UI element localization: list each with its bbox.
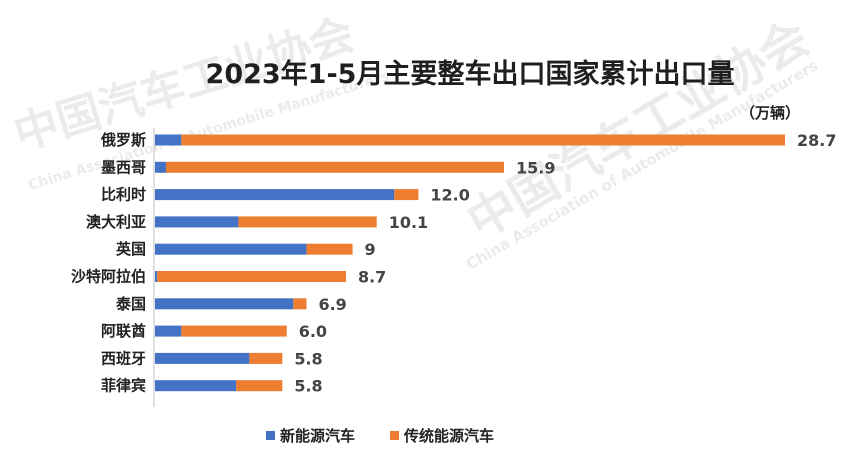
bar-new-energy — [155, 243, 307, 255]
category-label: 墨西哥 — [101, 158, 146, 176]
bar-new-energy — [155, 298, 294, 310]
legend: 新能源汽车 传统能源汽车 — [266, 427, 494, 445]
bar-new-energy — [155, 271, 158, 282]
bar-new-energy — [155, 216, 239, 228]
value-label: 9 — [365, 240, 376, 259]
value-label: 10.1 — [389, 213, 428, 232]
bar-traditional — [306, 243, 353, 255]
category-label: 英国 — [116, 240, 146, 258]
legend-label-new-energy: 新能源汽车 — [280, 427, 355, 445]
bars: 俄罗斯 28.7 墨西哥 15.9 比利时 12.0 澳大利亚 10.1 英国 9 沙特阿拉伯 8.7… — [71, 131, 837, 396]
bar-traditional — [238, 216, 377, 228]
bar-traditional — [249, 352, 283, 364]
value-label: 15.9 — [516, 158, 555, 177]
category-label: 比利时 — [101, 186, 146, 204]
value-label: 5.8 — [294, 349, 322, 368]
chart-title: 2023年1-5月主要整车出口国家累计出口量 — [206, 58, 735, 90]
bar-traditional — [293, 298, 307, 310]
legend-label-traditional: 传统能源汽车 — [403, 427, 494, 445]
category-label: 泰国 — [115, 295, 146, 313]
bar-traditional — [157, 271, 346, 282]
bar-new-energy — [155, 380, 237, 392]
bar-traditional — [394, 189, 419, 201]
bar-traditional — [181, 134, 786, 146]
bar-new-energy — [155, 352, 250, 364]
category-label: 澳大利亚 — [86, 213, 146, 231]
bar-new-energy — [155, 189, 395, 201]
value-label: 12.0 — [430, 186, 469, 205]
legend-swatch-traditional — [390, 431, 399, 440]
bar-traditional — [165, 161, 505, 173]
category-label: 阿联酋 — [101, 322, 146, 340]
category-label: 俄罗斯 — [100, 131, 146, 149]
bar-traditional — [236, 380, 283, 392]
category-label: 西班牙 — [101, 349, 146, 367]
category-label: 菲律宾 — [101, 377, 146, 395]
bar-new-energy — [155, 325, 182, 337]
legend-swatch-new-energy — [266, 431, 275, 440]
unit-label: （万辆） — [740, 104, 800, 122]
value-label: 28.7 — [797, 131, 836, 150]
value-label: 8.7 — [358, 268, 386, 287]
category-label: 沙特阿拉伯 — [71, 268, 146, 286]
bar-traditional — [181, 325, 287, 337]
value-label: 5.8 — [294, 377, 322, 396]
watermark-text-right: 中国汽车工业协会 — [458, 10, 819, 251]
bar-new-energy — [155, 134, 182, 146]
value-label: 6.0 — [299, 322, 327, 341]
bar-new-energy — [155, 161, 166, 173]
value-label: 6.9 — [318, 295, 346, 314]
